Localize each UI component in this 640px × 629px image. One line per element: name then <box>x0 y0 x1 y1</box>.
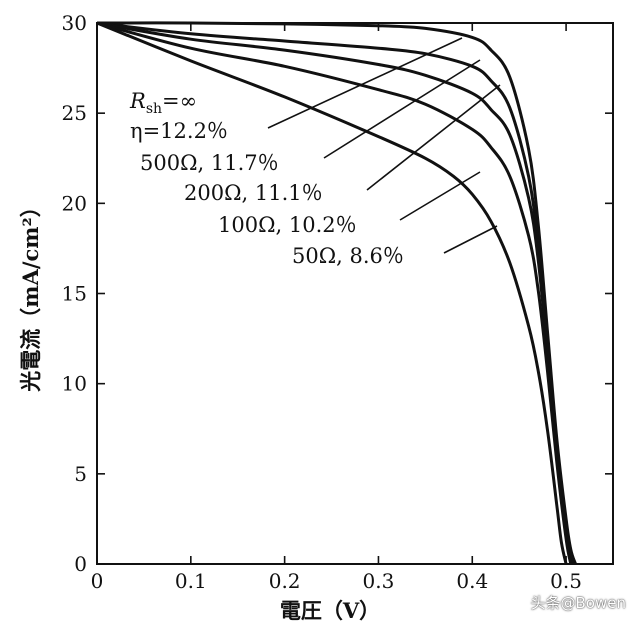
leader-line-200 <box>366 84 501 191</box>
y-tick-label: 5 <box>74 462 87 486</box>
curve-50ohm <box>96 21 568 565</box>
y-tick-label: 10 <box>62 372 87 396</box>
leader-lines <box>267 37 501 254</box>
x-tick-label: 0.5 <box>550 569 582 593</box>
y-tick-labels: 0 5 10 15 20 25 30 <box>62 11 87 576</box>
annotation-200ohm: 200Ω, 11.1％ <box>184 181 323 205</box>
x-tick-label: 0.3 <box>363 569 395 593</box>
y-axis-title: 光電流（mA/cm²） <box>18 196 43 392</box>
x-tick-label: 0 <box>91 569 104 593</box>
y-tick-label: 20 <box>62 191 87 215</box>
annotation-100ohm: 100Ω, 10.2％ <box>218 213 357 237</box>
x-tick-label: 0.1 <box>175 569 207 593</box>
watermark: 头条@Bowen <box>530 594 626 612</box>
iv-curves <box>96 21 577 565</box>
y-tick-label: 30 <box>62 11 87 35</box>
annotation-rsh-inf: Rsh=∞ <box>129 89 197 117</box>
curve-100ohm <box>96 21 573 565</box>
y-tick-label: 15 <box>62 282 87 306</box>
leader-line-100 <box>399 171 481 221</box>
annotation-500ohm: 500Ω, 11.7％ <box>140 151 279 175</box>
annotation-50ohm: 50Ω, 8.6％ <box>292 244 404 268</box>
y-tick-label: 25 <box>62 101 87 125</box>
x-tick-labels: 0 0.1 0.2 0.3 0.4 0.5 <box>91 569 582 593</box>
leader-line-rsh-inf <box>267 37 463 129</box>
axis-ticks <box>96 22 613 565</box>
leader-line-50 <box>443 225 498 254</box>
annotation-eta: η=12.2％ <box>130 119 228 143</box>
x-tick-label: 0.2 <box>269 569 301 593</box>
x-tick-label: 0.4 <box>456 569 488 593</box>
leader-line-500 <box>323 59 481 159</box>
x-axis-title: 電圧（V） <box>280 598 380 623</box>
y-tick-label: 0 <box>74 552 87 576</box>
